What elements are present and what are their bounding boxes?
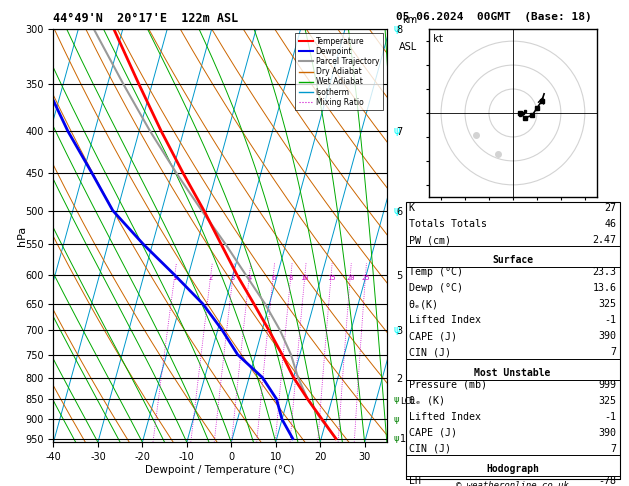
Text: 23.3: 23.3 xyxy=(593,267,616,278)
Text: 05.06.2024  00GMT  (Base: 18): 05.06.2024 00GMT (Base: 18) xyxy=(396,12,592,22)
Text: 6: 6 xyxy=(271,276,276,281)
Text: Pressure (mb): Pressure (mb) xyxy=(409,380,487,390)
Legend: Temperature, Dewpoint, Parcel Trajectory, Dry Adiabat, Wet Adiabat, Isotherm, Mi: Temperature, Dewpoint, Parcel Trajectory… xyxy=(295,33,383,110)
Text: 15: 15 xyxy=(327,276,335,281)
Text: Totals Totals: Totals Totals xyxy=(409,219,487,229)
Text: 390: 390 xyxy=(598,331,616,342)
Text: 20: 20 xyxy=(346,276,355,281)
Text: 7: 7 xyxy=(610,347,616,358)
Text: ψ: ψ xyxy=(394,24,400,34)
Text: CAPE (J): CAPE (J) xyxy=(409,428,457,438)
Text: θₑ(K): θₑ(K) xyxy=(409,299,439,310)
Text: -1: -1 xyxy=(604,412,616,422)
Text: ψ: ψ xyxy=(394,415,399,424)
Text: 46: 46 xyxy=(604,219,616,229)
Text: ψ: ψ xyxy=(394,325,400,335)
Text: Hodograph: Hodograph xyxy=(486,464,539,474)
Text: -1: -1 xyxy=(604,315,616,326)
Text: 999: 999 xyxy=(598,380,616,390)
Text: 8: 8 xyxy=(289,276,293,281)
Text: kt: kt xyxy=(433,34,444,44)
Text: 325: 325 xyxy=(598,299,616,310)
Text: 7: 7 xyxy=(610,444,616,454)
Text: 3: 3 xyxy=(231,276,235,281)
Text: © weatheronline.co.uk: © weatheronline.co.uk xyxy=(456,481,569,486)
Text: ASL: ASL xyxy=(399,42,417,52)
Text: θₑ (K): θₑ (K) xyxy=(409,396,445,406)
Text: LCL: LCL xyxy=(400,397,415,406)
Text: 2.47: 2.47 xyxy=(593,235,616,245)
Text: -78: -78 xyxy=(598,476,616,486)
Text: ψ: ψ xyxy=(394,126,400,137)
Text: 1: 1 xyxy=(172,276,177,281)
Text: km: km xyxy=(402,15,417,25)
Text: EH: EH xyxy=(409,476,421,486)
Text: hPa: hPa xyxy=(17,226,27,246)
Text: 25: 25 xyxy=(361,276,370,281)
Text: PW (cm): PW (cm) xyxy=(409,235,451,245)
Text: CIN (J): CIN (J) xyxy=(409,347,451,358)
Text: 27: 27 xyxy=(604,203,616,213)
Text: 325: 325 xyxy=(598,396,616,406)
Text: ψ: ψ xyxy=(394,434,399,443)
Text: 1: 1 xyxy=(400,434,406,444)
Text: Most Unstable: Most Unstable xyxy=(474,367,551,378)
Text: Lifted Index: Lifted Index xyxy=(409,412,481,422)
Text: ψ: ψ xyxy=(394,206,400,216)
Text: CAPE (J): CAPE (J) xyxy=(409,331,457,342)
Text: Dewp (°C): Dewp (°C) xyxy=(409,283,463,294)
Text: Surface: Surface xyxy=(492,255,533,265)
Text: CIN (J): CIN (J) xyxy=(409,444,451,454)
Text: 4: 4 xyxy=(247,276,252,281)
Text: Temp (°C): Temp (°C) xyxy=(409,267,463,278)
Text: Lifted Index: Lifted Index xyxy=(409,315,481,326)
Text: 2: 2 xyxy=(209,276,213,281)
Text: K: K xyxy=(409,203,415,213)
X-axis label: Dewpoint / Temperature (°C): Dewpoint / Temperature (°C) xyxy=(145,465,295,475)
Text: 10: 10 xyxy=(301,276,309,281)
Text: 13.6: 13.6 xyxy=(593,283,616,294)
Text: 390: 390 xyxy=(598,428,616,438)
Text: ψ: ψ xyxy=(394,395,399,403)
Text: 44°49'N  20°17'E  122m ASL: 44°49'N 20°17'E 122m ASL xyxy=(53,12,239,25)
